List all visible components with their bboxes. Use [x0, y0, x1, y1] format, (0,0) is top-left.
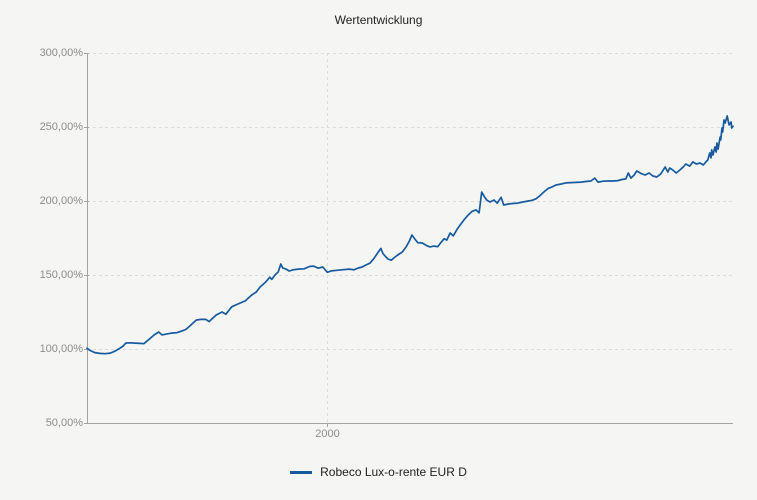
y-tick-label: 200,00%	[39, 194, 83, 207]
series-line	[86, 115, 734, 355]
y-tick-label: 250,00%	[39, 120, 83, 133]
legend: Robeco Lux-o-rente EUR D	[0, 465, 757, 479]
legend-line-swatch	[290, 470, 313, 474]
y-tick-label: 100,00%	[39, 342, 83, 355]
axes	[84, 53, 733, 427]
x-tick-label: 2000	[315, 428, 340, 440]
legend-series-label: Robeco Lux-o-rente EUR D	[320, 465, 467, 479]
chart-title: Wertentwicklung	[334, 13, 423, 27]
y-tick-label: 150,00%	[39, 268, 83, 281]
y-tick-label: 300,00%	[39, 46, 83, 59]
gridlines	[87, 53, 733, 423]
y-tick-label: 50,00%	[45, 416, 83, 429]
